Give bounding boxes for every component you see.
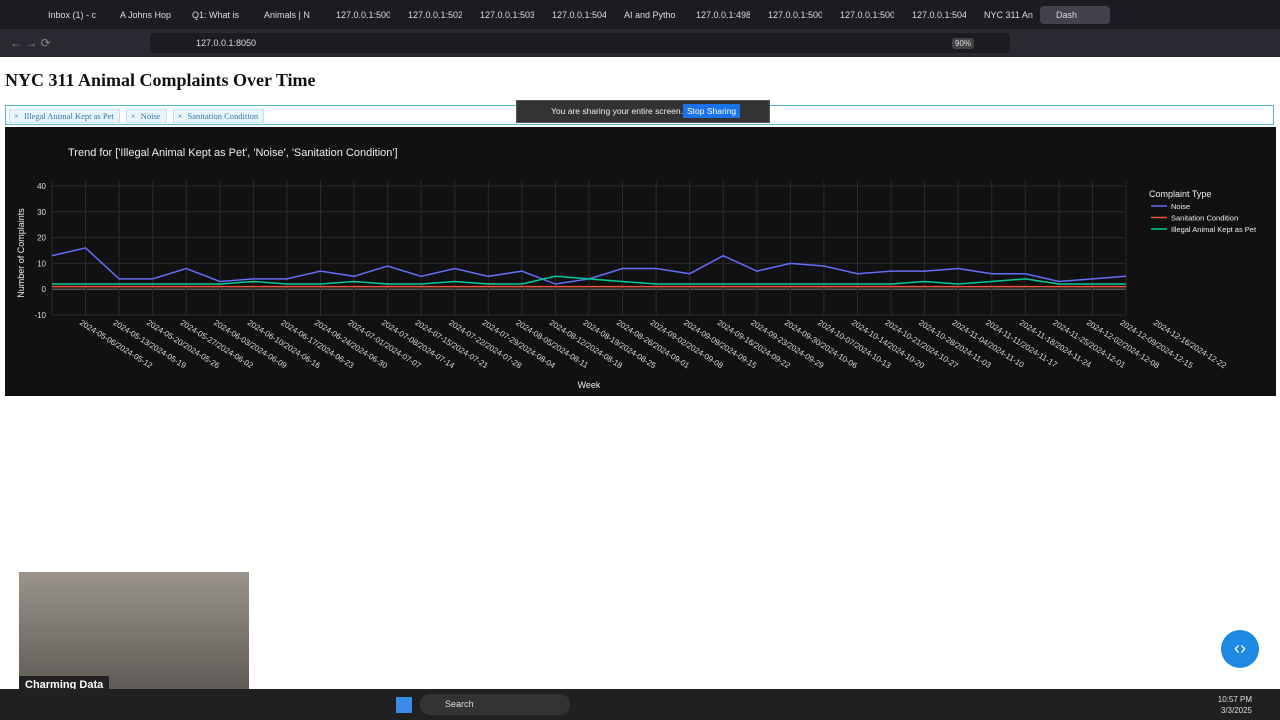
address-field[interactable] — [150, 33, 1010, 53]
legend-title: Complaint Type — [1149, 189, 1211, 199]
back[interactable]: ← → ⟳ — [10, 36, 51, 50]
chart-bg — [5, 127, 1276, 396]
y-axis-label: Number of Complaints — [16, 208, 26, 298]
chart-title: Trend for ['Illegal Animal Kept as Pet',… — [68, 147, 398, 159]
tab[interactable]: 127.0.0.1:49833/ — [696, 10, 750, 20]
y-tick-label: 20 — [37, 234, 46, 243]
y-tick-label: 40 — [37, 182, 46, 191]
nav-bar: 127.0.0.1:8050 90% ← → ⟳ — [0, 29, 1280, 57]
selected-chip[interactable]: Sanitation Condition — [172, 109, 265, 123]
y-tick-label: -10 — [34, 311, 46, 320]
search: Search — [445, 699, 474, 709]
taskbar: Search 10:57 PM 3/3/2025 — [0, 689, 1280, 720]
y-tick-label: 30 — [37, 208, 46, 217]
page-title: NYC 311 Animal Complaints Over Time — [5, 70, 316, 90]
y-tick-label: 10 — [37, 259, 46, 268]
tab[interactable]: AI and Pytho — [624, 10, 676, 20]
webcam: Charming Data — [19, 572, 249, 700]
tab[interactable]: A Johns Hop — [120, 10, 172, 20]
tab[interactable]: Inbox (1) - c — [48, 10, 97, 20]
tab[interactable]: NYC 311 An — [984, 10, 1033, 20]
time: 10:57 PM — [1217, 695, 1252, 704]
tab[interactable]: 127.0.0.1:50456/ — [552, 10, 606, 20]
stop-sharing[interactable]: Stop Sharing — [683, 104, 741, 118]
tab[interactable]: Q1: What is — [192, 10, 240, 20]
address: 127.0.0.1:8050 — [196, 38, 257, 48]
legend-label: Sanitation Condition — [1171, 214, 1238, 223]
y-tick-label: 0 — [42, 285, 47, 294]
tab-bar: Inbox (1) - c A Johns Hop Q1: What is Anima… — [0, 0, 1280, 29]
start[interactable] — [396, 697, 412, 713]
legend-label: Illegal Animal Kept as Pet — [1171, 225, 1257, 234]
zoom[interactable]: 90% — [952, 38, 975, 49]
tab[interactable]: 127.0.0.1:50305/ — [480, 10, 534, 20]
tab[interactable]: 127.0.0.1:50435/ — [912, 10, 966, 20]
tab[interactable]: 127.0.0.1:50057/ — [840, 10, 894, 20]
tab[interactable]: 127.0.0.1:50221/ — [408, 10, 462, 20]
selected-chip[interactable]: Noise — [125, 109, 167, 123]
tab[interactable]: 127.0.0.1:50001/ — [768, 10, 822, 20]
legend-label: Noise — [1171, 202, 1190, 211]
date: 3/3/2025 — [1220, 706, 1252, 715]
tab[interactable]: 127.0.0.1:50035/ — [336, 10, 390, 20]
dev-tools-button[interactable]: ‹› — [1221, 630, 1259, 668]
search-box[interactable] — [420, 694, 570, 715]
selected-chip[interactable]: Illegal Animal Kept as Pet — [9, 109, 120, 123]
tab[interactable]: Dash — [1040, 6, 1110, 24]
sharing-message: You are sharing your entire screen. — [551, 106, 683, 116]
tab[interactable]: Animals | N — [264, 10, 310, 20]
line — [52, 275, 1126, 285]
sharing-bar: You are sharing your entire screen. Stop… — [516, 100, 770, 123]
x-axis-label: Week — [578, 380, 601, 390]
chart: Trend for ['Illegal Animal Kept as Pet',… — [5, 127, 1276, 396]
